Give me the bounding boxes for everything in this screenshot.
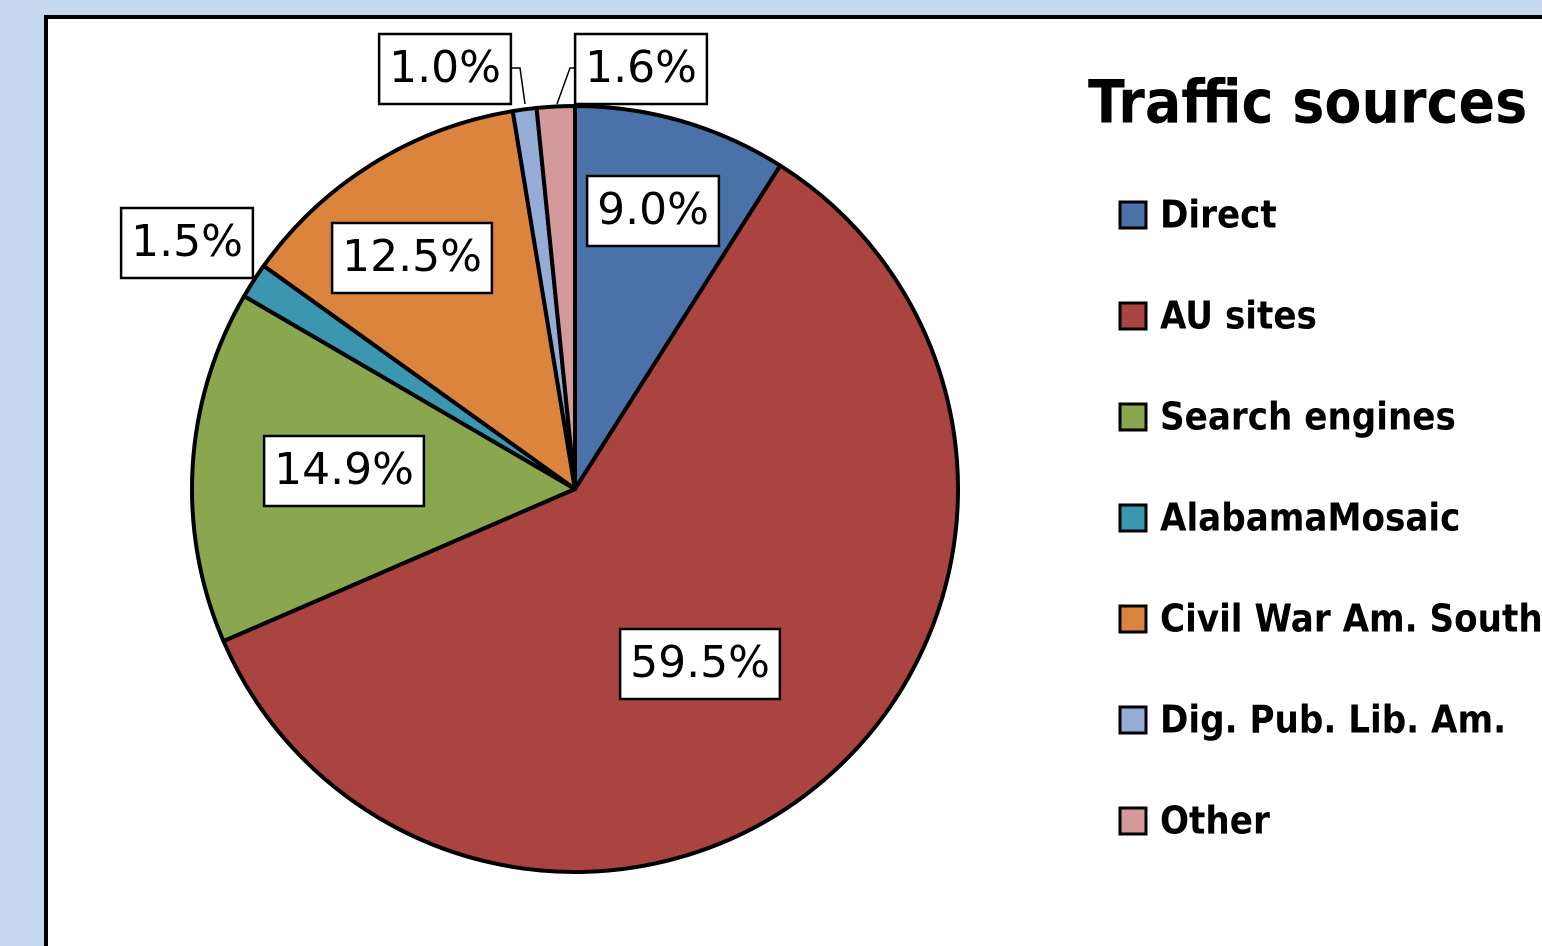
legend-swatch [1118, 200, 1148, 230]
legend-swatch [1118, 301, 1148, 331]
data-label: 14.9% [274, 444, 414, 495]
data-label: 1.0% [389, 42, 501, 93]
data-label-box [330, 221, 494, 295]
legend-swatch [1118, 503, 1148, 533]
legend-label: AU sites [1160, 294, 1317, 338]
data-label-box [585, 174, 721, 248]
data-label-box [573, 32, 709, 106]
legend-label: AlabamaMosaic [1160, 496, 1460, 540]
legend-swatch [1118, 604, 1148, 634]
legend-label: Civil War Am. South [1160, 597, 1542, 641]
data-label-box [262, 434, 426, 508]
data-label: 1.6% [585, 42, 697, 93]
data-label: 1.5% [131, 216, 243, 267]
pie-slice [534, 104, 577, 491]
legend-label: Dig. Pub. Lib. Am. [1160, 698, 1506, 742]
legend-swatch [1118, 402, 1148, 432]
legend-swatch [1118, 806, 1148, 836]
pie-slice [261, 109, 577, 491]
data-label-box [618, 627, 782, 701]
data-label-box [377, 32, 513, 106]
chart-title: Traffic sources [1088, 68, 1527, 138]
data-label-box [119, 206, 255, 280]
legend-swatch [1118, 705, 1148, 735]
data-label: 59.5% [630, 637, 770, 688]
data-label: 9.0% [597, 184, 709, 235]
legend-label: Direct [1160, 193, 1277, 237]
legend-label: Other [1160, 799, 1270, 843]
legend-label: Search engines [1160, 395, 1456, 439]
data-label: 12.5% [342, 231, 482, 282]
